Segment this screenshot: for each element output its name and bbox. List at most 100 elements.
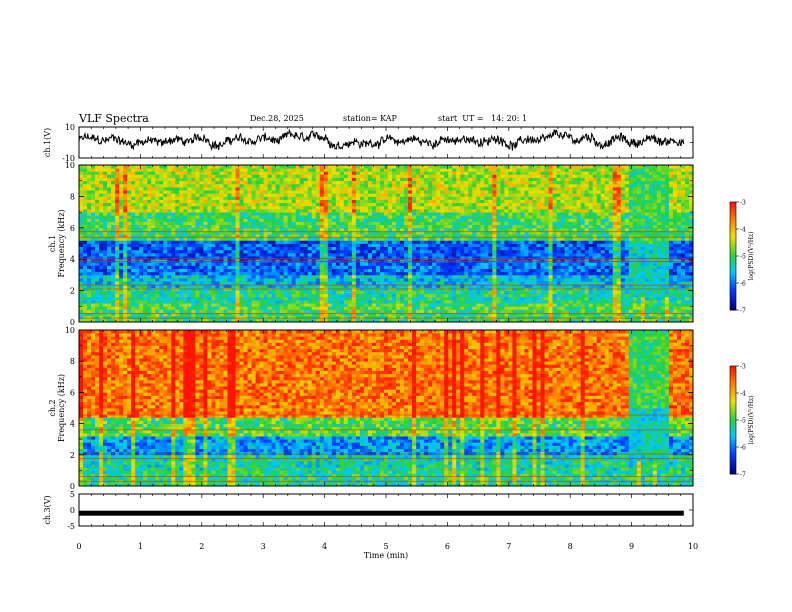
spectrogram-cell [351,212,357,216]
spectrogram-cell [355,293,361,298]
spectrogram-cell [379,309,385,313]
spectrogram-cell [103,315,108,320]
spectrogram-cell [219,265,224,270]
spectrogram-cell [135,177,140,182]
spectrogram-cell [91,274,96,279]
spectrogram-cell [283,268,289,273]
spectrogram-cell [211,237,216,241]
spectrogram-cell [287,190,293,194]
spectrogram-cell [412,224,417,229]
spectrogram-cell [259,227,264,232]
spectrogram-cell [271,215,277,219]
spectrogram-cell [436,315,441,320]
spectrogram-cell [243,183,248,188]
spectrogram-cell [460,296,465,301]
spectrogram-cell [371,221,377,226]
spectrogram-cell [115,243,120,248]
spectrogram-cell [291,246,297,251]
spectrogram-cell [460,202,465,207]
spectrogram-cell [243,171,248,175]
spectrogram-cell [267,271,273,276]
spectrogram-cell [392,168,397,172]
spectrogram-cell [440,252,445,257]
spectrogram-cell [155,265,160,270]
spectrogram-cell [239,274,244,279]
spectrogram-cell [95,208,100,213]
spectrogram-cell [263,281,269,285]
spectrogram-cell [243,224,248,229]
spectrogram-cell [119,221,124,226]
spectrogram-cell [371,202,377,207]
spectrogram-cell [424,290,429,295]
spectrogram-cell [347,246,353,251]
spectrogram-cell [223,306,228,310]
spectrogram-cell [175,196,180,200]
spectrogram-cell [87,212,92,216]
spectrogram-cell [235,183,240,188]
spectrogram-cell [179,208,184,213]
spectrogram-cell [83,240,88,244]
spectrogram-cell [436,199,441,204]
spectrogram-cell [183,177,188,182]
spectrogram-cell [416,186,421,191]
spectrogram-cell [123,296,128,301]
spectrogram-cell [115,249,120,254]
spectrogram-cell [83,208,88,213]
spectrogram-cell [219,252,224,257]
spectrogram-cell [151,306,156,310]
spectrogram-cell [179,281,184,285]
spectrogram-cell [456,196,461,200]
spectrogram-cell [115,183,120,188]
spectrogram-cell [464,296,469,301]
spectrogram-cell [412,183,417,188]
spectrogram-cell [211,218,216,222]
spectrogram-cell [327,284,333,288]
spectrogram-cell [448,196,453,200]
spectrogram-cell [383,259,389,263]
spectrogram-cell [351,249,357,254]
spectrogram-cell [323,281,329,285]
spectrogram-cell [79,312,84,317]
spectrogram-cell [79,218,84,222]
spectrogram-cell [456,186,461,191]
spectrogram-cell [91,252,96,257]
spectrogram-cell [392,240,397,244]
spectrogram-cell [247,202,252,207]
spectrogram-cell [408,265,413,270]
spectrogram-cell [171,208,176,213]
spectrogram-cell [339,171,345,175]
spectrogram-cell [215,212,220,216]
spectrogram-cell [243,180,248,185]
spectrogram-cell [383,180,389,185]
spectrogram-cell [235,168,240,172]
spectrogram-cell [279,221,285,226]
spectrogram-cell [235,221,240,226]
spectrogram-cell [127,202,132,207]
spectrogram-cell [436,290,441,295]
spectrogram-cell [335,290,341,295]
spectrogram-cell [183,256,188,260]
spectrogram-cell [464,208,469,213]
spectrogram-cell [163,215,168,219]
spectrogram-cell [400,199,405,204]
spectrogram-cell [155,259,160,263]
spectrogram-cell [367,202,373,207]
spectrogram-cell [291,281,297,285]
spectrogram-cell [311,234,317,238]
spectrogram-cell [163,278,168,282]
spectrogram-cell [448,284,453,288]
spectrogram-cell [307,259,313,263]
spectrogram-cell [315,171,321,175]
spectrogram-cell [448,186,453,191]
spectrogram-cell [432,183,437,188]
spectrogram-cell [207,306,212,310]
spectrogram-cell [151,165,156,169]
spectrogram-cell [416,303,421,307]
spectrogram-cell [424,315,429,320]
spectrogram-cell [195,259,200,263]
spectrogram-cell [155,193,160,197]
spectrogram-cell [271,259,277,263]
spectrogram-cell [420,208,425,213]
spectrogram-cell [287,196,293,200]
spectrogram-cell [247,274,252,279]
